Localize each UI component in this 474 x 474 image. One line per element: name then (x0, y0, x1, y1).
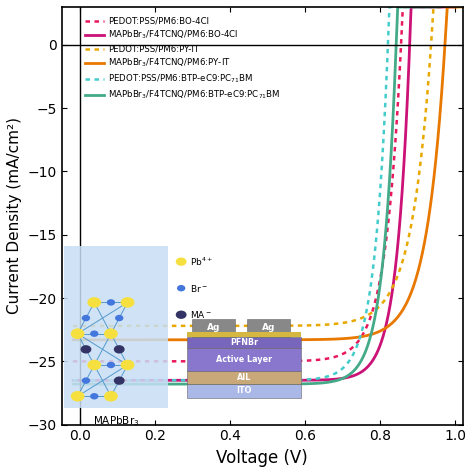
Text: Br$^-$: Br$^-$ (190, 283, 208, 294)
Circle shape (104, 328, 118, 339)
Circle shape (114, 345, 125, 354)
Circle shape (71, 328, 84, 339)
Circle shape (87, 360, 101, 370)
Circle shape (176, 310, 187, 319)
Text: AIL: AIL (237, 373, 251, 382)
Text: Pb$^{4+}$: Pb$^{4+}$ (190, 255, 213, 268)
Circle shape (90, 393, 99, 400)
Circle shape (81, 345, 91, 354)
Text: MA$^-$: MA$^-$ (190, 309, 212, 320)
FancyBboxPatch shape (64, 246, 168, 408)
FancyBboxPatch shape (187, 383, 301, 398)
Legend: PEDOT:PSS/PM6:BO-4Cl, MAPbBr$_3$/F4TCNQ/PM6:BO-4Cl, PEDOT:PSS/PM6:PY-IT, MAPbBr$: PEDOT:PSS/PM6:BO-4Cl, MAPbBr$_3$/F4TCNQ/… (82, 13, 284, 104)
Circle shape (107, 362, 115, 368)
Text: ITO: ITO (237, 386, 252, 395)
X-axis label: Voltage (V): Voltage (V) (217, 449, 308, 467)
Circle shape (71, 391, 84, 401)
Circle shape (176, 257, 187, 266)
Circle shape (115, 315, 123, 321)
Circle shape (82, 377, 90, 384)
Circle shape (114, 376, 125, 385)
Text: Ag: Ag (262, 323, 275, 332)
FancyBboxPatch shape (246, 319, 290, 337)
Text: MAPbBr$_3$: MAPbBr$_3$ (92, 414, 139, 428)
Circle shape (115, 346, 123, 353)
FancyBboxPatch shape (187, 332, 301, 337)
Text: Active Layer: Active Layer (216, 355, 272, 364)
Circle shape (82, 346, 90, 353)
Text: Ag: Ag (207, 323, 220, 332)
FancyBboxPatch shape (187, 348, 301, 371)
Circle shape (90, 330, 99, 337)
Circle shape (107, 299, 115, 306)
Circle shape (115, 377, 123, 384)
Circle shape (104, 391, 118, 401)
Y-axis label: Current Density (mA/cm²): Current Density (mA/cm²) (7, 117, 22, 314)
Circle shape (177, 285, 185, 292)
Text: PFNBr: PFNBr (230, 338, 258, 347)
Circle shape (82, 315, 90, 321)
Circle shape (121, 297, 135, 308)
FancyBboxPatch shape (187, 337, 301, 348)
Circle shape (87, 297, 101, 308)
FancyBboxPatch shape (192, 319, 235, 337)
Circle shape (121, 360, 135, 370)
FancyBboxPatch shape (187, 371, 301, 383)
